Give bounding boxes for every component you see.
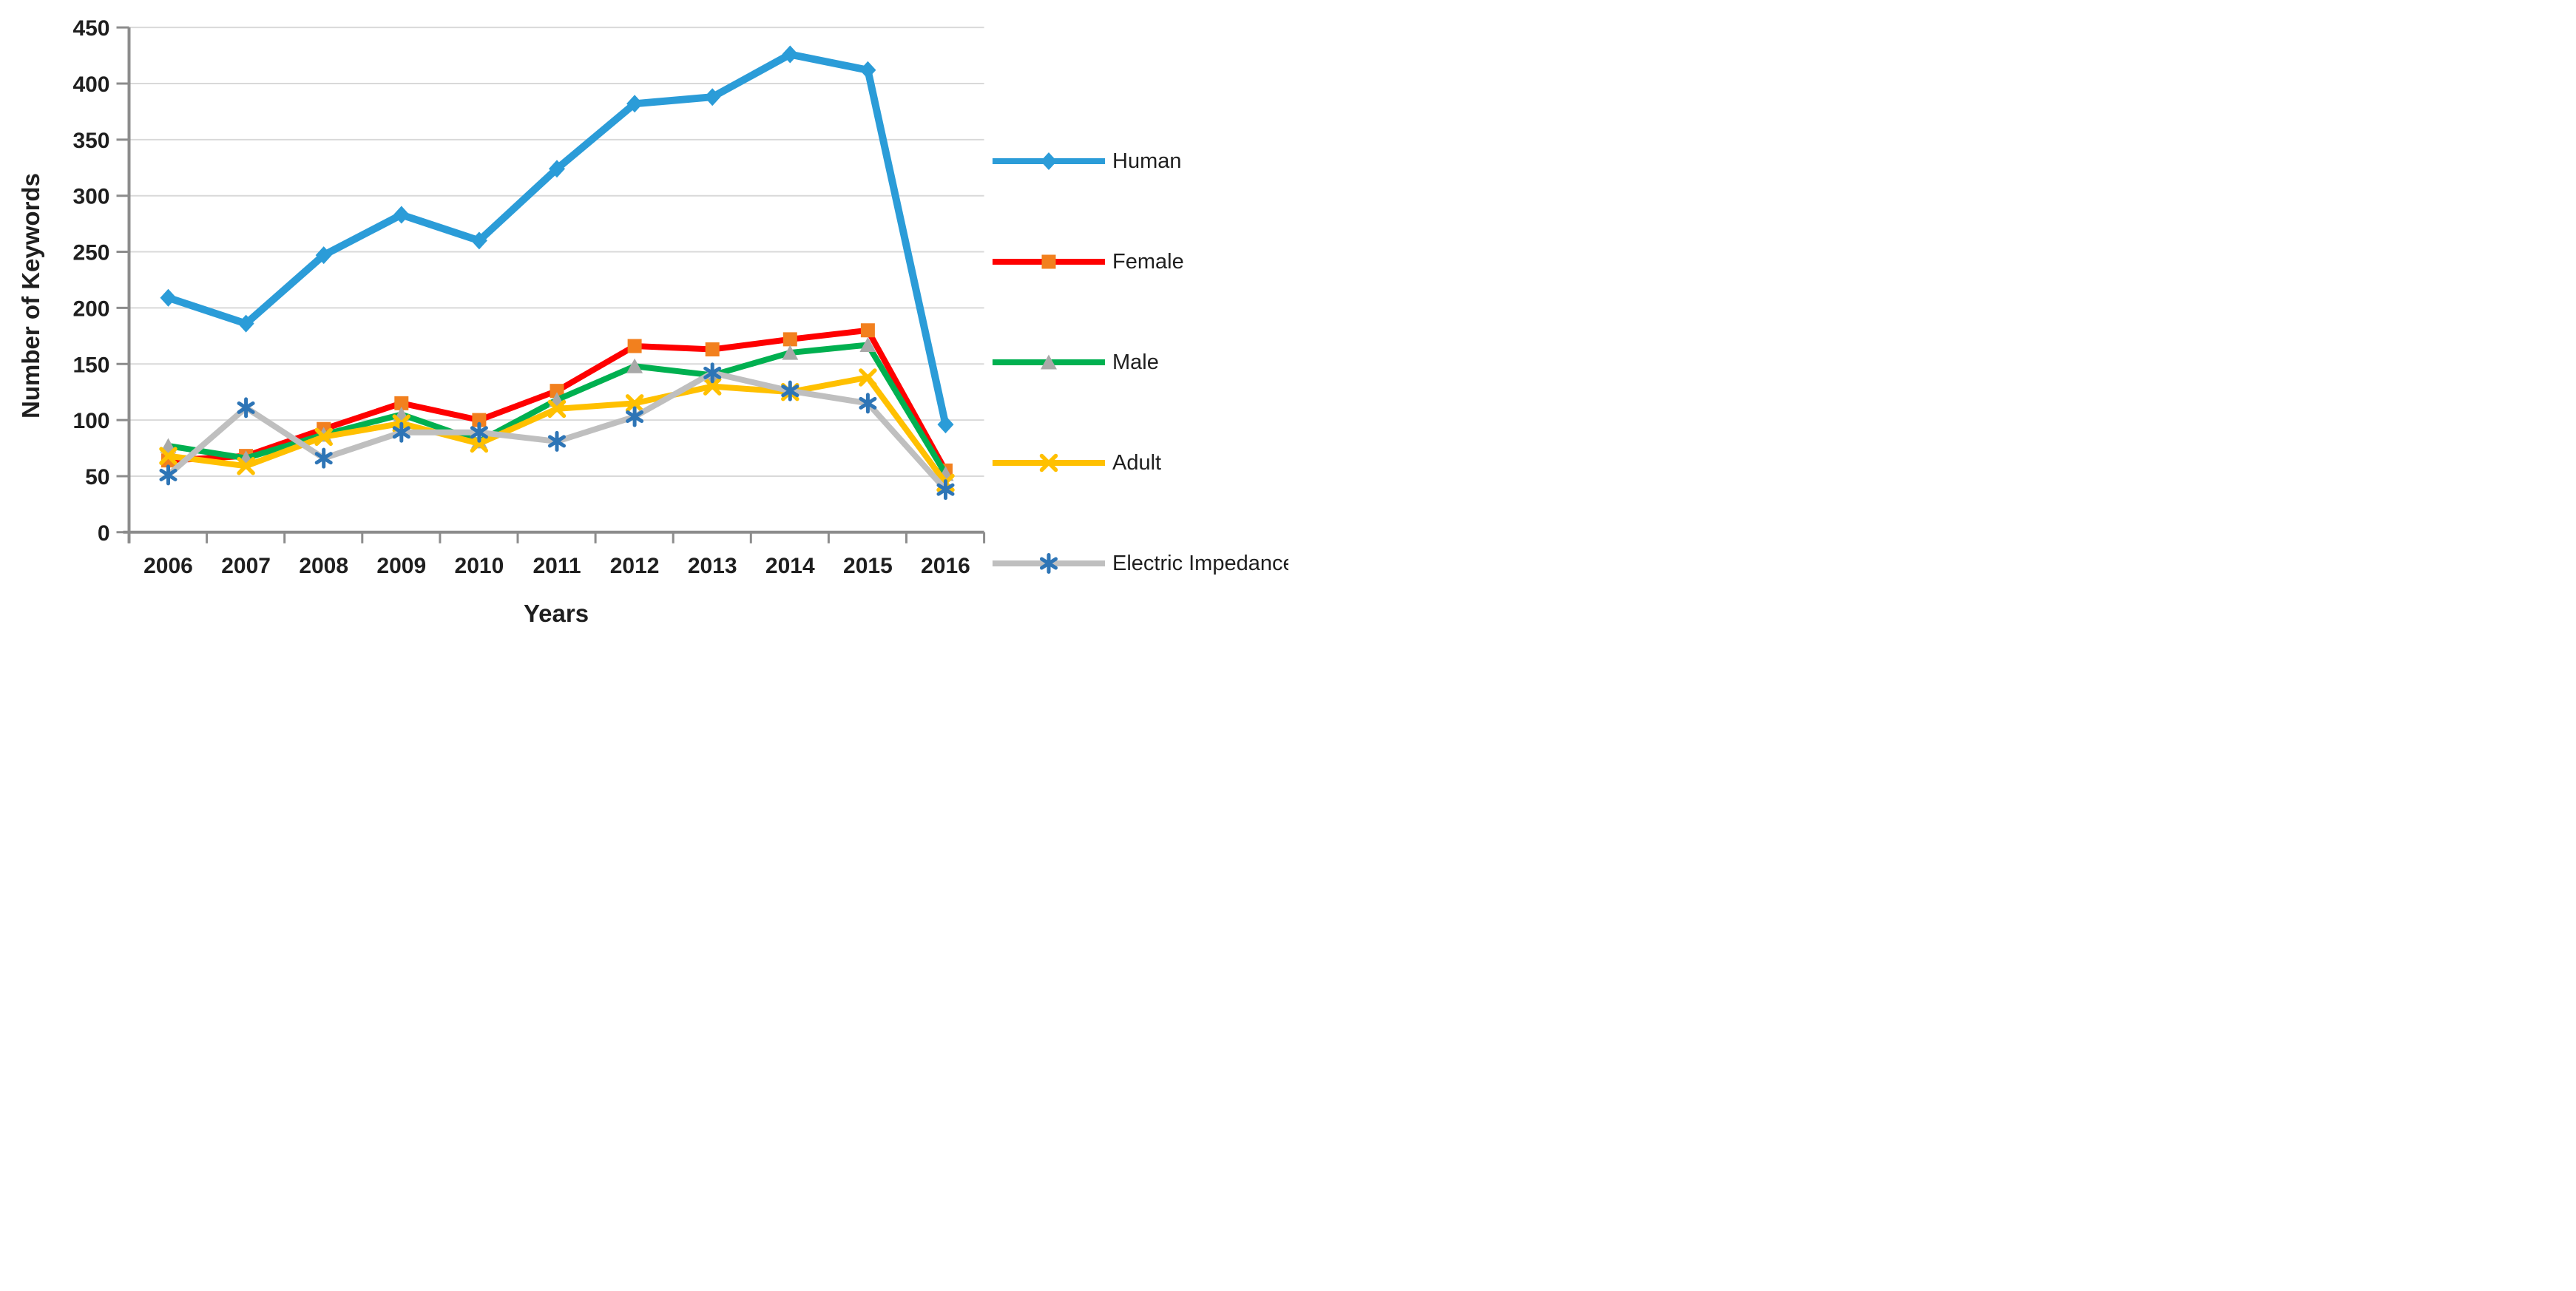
x-tick-label: 2013 (688, 554, 737, 578)
legend-marker-female-square-icon (993, 254, 1105, 269)
y-tick-label: 50 (85, 465, 109, 489)
y-tick-label: 350 (72, 129, 109, 153)
y-tick-label: 400 (72, 72, 109, 97)
x-tick-label: 2016 (921, 554, 970, 578)
x-tick-label: 2009 (376, 554, 426, 578)
y-tick-label: 200 (72, 297, 109, 321)
series-human (160, 45, 954, 434)
legend-marker-human-diamond-icon (993, 152, 1105, 170)
x-axis-tick-labels: 2006 2007 2008 2009 2010 2011 2012 2013 2014 2015… (143, 554, 970, 578)
y-axis-tick-labels: 0 50 100 150 200 250 300 350 400 450 (72, 16, 109, 546)
series-markers-adult (159, 368, 955, 492)
y-tick-label: 150 (72, 353, 109, 377)
series-electric-impedance (159, 362, 955, 501)
legend-marker-male-triangle-icon (993, 354, 1105, 370)
legend-item-electric-impedance[interactable]: Electric Impedance (990, 547, 1288, 580)
legend: Human Female Male Adult Electric Impedan… (990, 145, 1288, 580)
x-tick-label: 2014 (765, 554, 815, 578)
legend-label-male: Male (1112, 350, 1159, 374)
y-tick-label: 300 (72, 185, 109, 209)
series-adult (159, 368, 955, 492)
x-tick-label: 2012 (610, 554, 660, 578)
x-axis-title: Years (523, 600, 589, 627)
x-tick-label: 2010 (455, 554, 504, 578)
legend-label-human: Human (1112, 149, 1182, 173)
x-tick-label: 2008 (299, 554, 348, 578)
x-tick-label: 2007 (221, 554, 271, 578)
y-tick-label: 250 (72, 241, 109, 265)
axes (116, 26, 986, 543)
x-tick-label: 2006 (143, 554, 193, 578)
legend-label-adult: Adult (1112, 450, 1162, 475)
y-tick-label: 450 (72, 16, 109, 41)
legend-label-electric-impedance: Electric Impedance (1112, 551, 1288, 575)
y-axis-title: Number of Keywords (17, 173, 44, 419)
line-chart-figure: 0 50 100 150 200 250 300 350 400 450 2006 2007 2008 2… (0, 0, 1288, 646)
x-tick-label: 2015 (843, 554, 893, 578)
y-tick-label: 0 (98, 521, 110, 546)
legend-label-female: Female (1112, 249, 1184, 274)
y-tick-label: 100 (72, 409, 109, 433)
legend-item-human[interactable]: Human (990, 145, 1288, 177)
legend-marker-electric-impedance-asterisk-icon (993, 553, 1105, 574)
legend-item-male[interactable]: Male (990, 346, 1288, 379)
gridlines (129, 27, 984, 477)
x-tick-label: 2011 (533, 554, 581, 578)
series-line-human (164, 50, 950, 429)
legend-item-female[interactable]: Female (990, 245, 1288, 278)
series-markers-human (160, 45, 954, 434)
legend-marker-adult-x-icon (993, 453, 1105, 472)
legend-item-adult[interactable]: Adult (990, 447, 1288, 479)
series-markers-electric-impedance (159, 362, 955, 501)
